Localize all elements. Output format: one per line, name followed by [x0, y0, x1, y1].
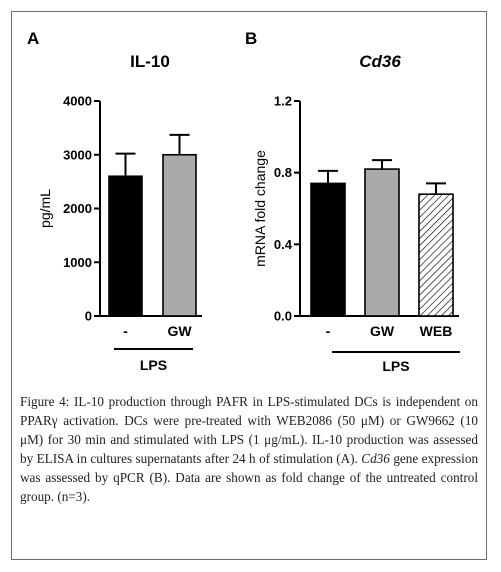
y-tick-label: 2000	[63, 201, 92, 216]
y-tick-label: 3000	[63, 147, 92, 162]
panel-letter: A	[27, 29, 39, 48]
figure-caption: Figure 4: IL-10 production through PAFR …	[20, 392, 478, 506]
caption-body-2: gene expression was assessed by qPCR (B)…	[20, 451, 479, 504]
panel-letter: B	[245, 29, 257, 48]
y-tick-label: 0	[85, 309, 92, 324]
y-tick-label: 0.8	[274, 165, 292, 180]
chart-panel-a: A IL-10 0 1000 2000 3000 4000 pg/mL - GW LPS	[27, 29, 202, 373]
y-tick-label: 4000	[63, 94, 92, 109]
figure-canvas: A IL-10 0 1000 2000 3000 4000 pg/mL - GW LPS B Cd36…	[27, 29, 460, 374]
y-axis-label: pg/mL	[37, 189, 53, 228]
bar	[108, 175, 143, 317]
caption-lead: Figure 4: IL-10 production through PAFR …	[20, 394, 478, 428]
y-axis-label: mRNA fold change	[252, 150, 268, 267]
chart-title: IL-10	[130, 52, 170, 71]
bar	[310, 182, 346, 317]
chart-panel-b: B Cd36 0.0 0.4 0.8 1.2 mRNA fold change - GW WEB L…	[245, 29, 460, 374]
group-label: LPS	[382, 358, 409, 374]
y-tick-label: 0.0	[274, 309, 292, 324]
y-tick-label: 0.4	[274, 237, 293, 252]
chart-title: Cd36	[359, 52, 401, 71]
category-label: WEB	[420, 323, 453, 339]
bar	[364, 168, 400, 317]
figure-frame	[11, 11, 487, 560]
bar	[162, 153, 197, 317]
group-label: LPS	[140, 357, 167, 373]
bar	[418, 193, 454, 317]
y-tick-label: 1000	[63, 255, 92, 270]
category-label: GW	[370, 323, 395, 339]
caption-body-1: DCs were pre-treated with WEB2086 (50 μM…	[20, 413, 479, 466]
y-tick-label: 1.2	[274, 94, 292, 109]
category-label: -	[123, 323, 128, 339]
caption-gene: Cd36	[361, 451, 390, 466]
category-label: -	[326, 323, 331, 339]
category-label: GW	[167, 323, 192, 339]
